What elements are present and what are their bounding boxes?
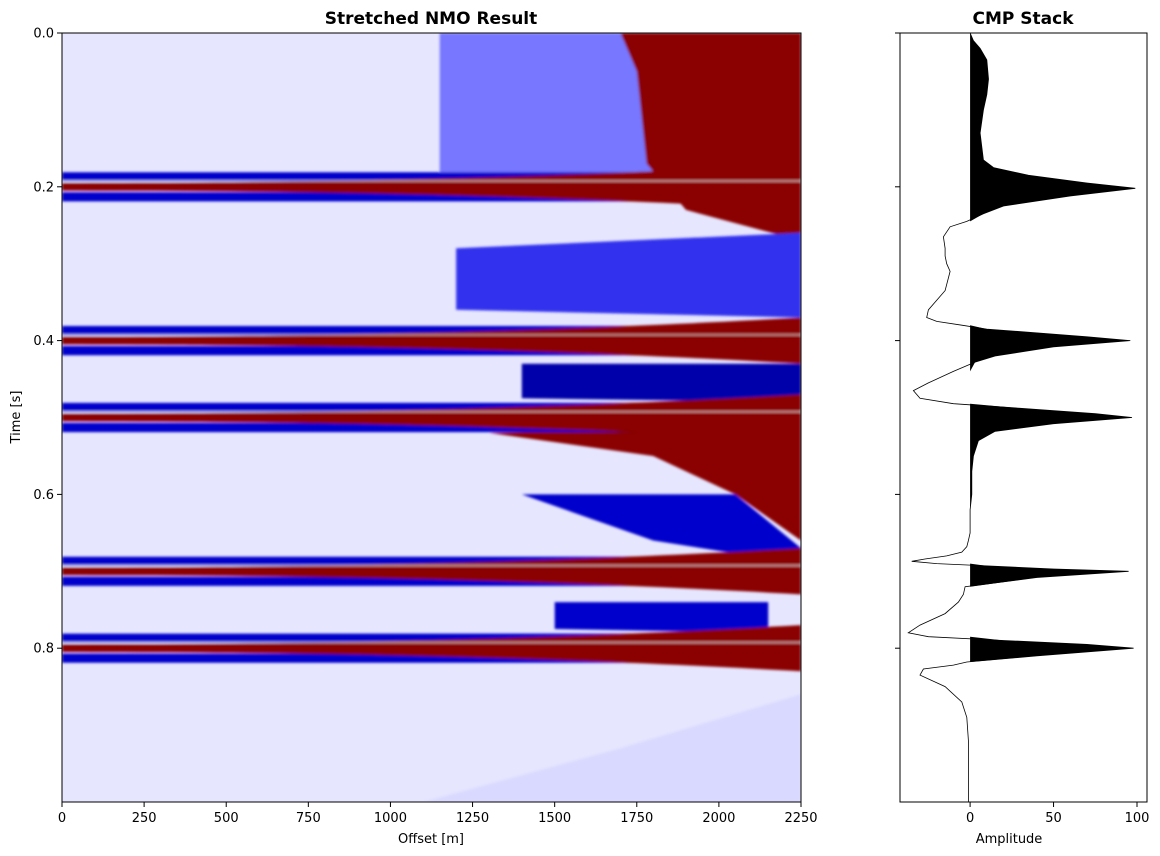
stack-x-tick-label: 50 [1045, 811, 1062, 826]
heatmap-bands [62, 33, 801, 802]
heatmap-x-tick-label: 750 [296, 811, 321, 826]
stack-x-tick-label: 0 [966, 811, 974, 826]
stack-positive-fill [970, 33, 1136, 802]
stack-frame [899, 32, 1148, 803]
reflector-0-peak [62, 163, 801, 210]
stack-x-tick-label: 100 [1125, 811, 1150, 826]
heatmap-y-tick-label: 0.4 [33, 334, 54, 349]
heatmap-x-axis: 0 250 500 750 1000 1250 1500 1750 2000 2250 [58, 802, 818, 826]
heatmap-y-tick-label: 0.2 [33, 180, 54, 195]
heatmap-x-tick-label: 0 [58, 811, 66, 826]
stack-title: CMP Stack [973, 9, 1075, 29]
reflector-4-peak [62, 625, 801, 672]
heatmap-y-label: Time [s] [9, 391, 24, 445]
stack-trace-line [907, 33, 1136, 802]
heatmap-x-tick-label: 250 [132, 811, 157, 826]
heatmap-x-label: Offset [m] [398, 832, 464, 847]
heatmap-x-tick-label: 1250 [456, 811, 489, 826]
heatmap-x-tick-label: 2250 [784, 811, 817, 826]
reflector-1-peak [62, 317, 801, 364]
heatmap-x-tick-label: 2000 [702, 811, 735, 826]
heatmap-image [62, 33, 801, 802]
stretch-zone-blue-0.45 [521, 363, 801, 403]
heatmap-x-tick-label: 1000 [374, 811, 407, 826]
heatmap-y-tick-label: 0.0 [33, 27, 54, 42]
heatmap-x-tick-label: 1750 [620, 811, 653, 826]
stack-y-axis [895, 32, 900, 649]
reflector-3-peak [62, 548, 801, 595]
stretch-zone-blue-0.76 [554, 602, 769, 633]
reflector-2-peak [62, 394, 801, 441]
stretch-zone-blue-0.63 [521, 494, 801, 564]
heatmap-y-tick-label: 0.8 [33, 642, 54, 657]
stack-x-label: Amplitude [976, 832, 1043, 847]
heatmap-y-axis: 0.0 0.2 0.4 0.6 0.8 [33, 27, 62, 657]
mute-zone [423, 694, 801, 802]
heatmap-x-tick-label: 500 [214, 811, 239, 826]
heatmap-title: Stretched NMO Result [325, 9, 538, 29]
stack-x-axis: 0 50 100 [966, 802, 1149, 826]
heatmap-frame [61, 32, 802, 803]
heatmap-y-tick-label: 0.6 [33, 488, 54, 503]
stack-trace-area [907, 33, 1136, 802]
stretch-zone-blue-0.3 [456, 232, 801, 318]
stretch-zone-red-0.55 [489, 425, 801, 541]
heatmap-x-tick-label: 1500 [538, 811, 571, 826]
